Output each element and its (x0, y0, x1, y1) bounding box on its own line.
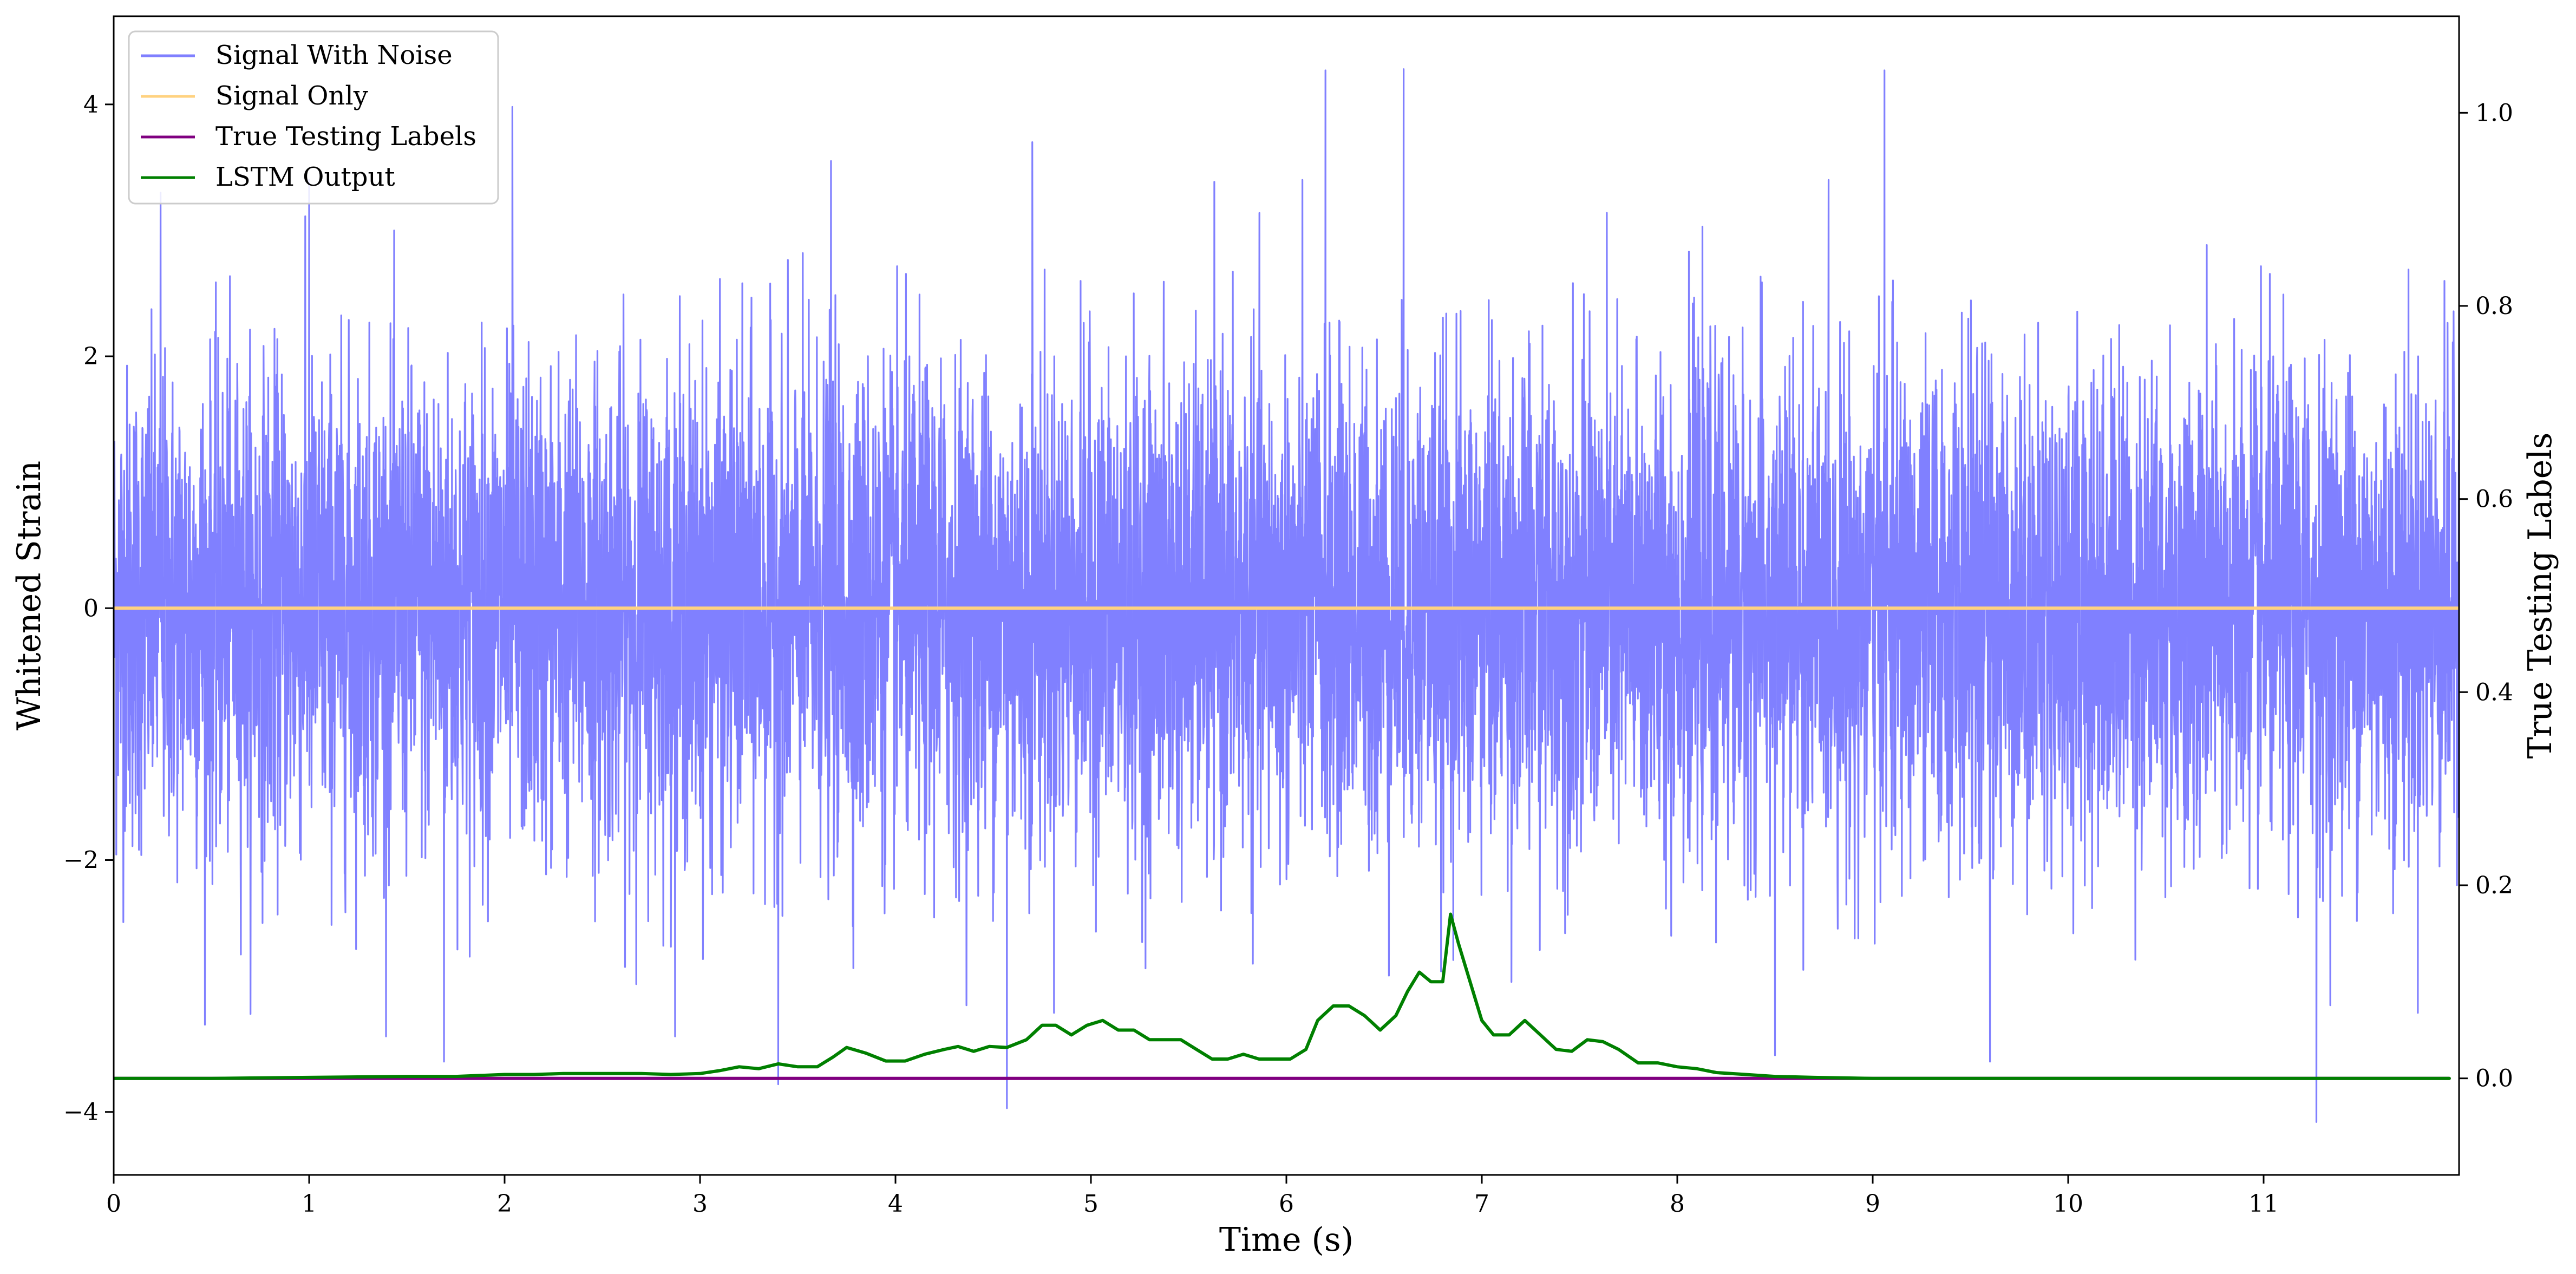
legend-label-signal-with-noise: Signal With Noise (215, 40, 453, 70)
y-tick-label: 4 (83, 91, 99, 119)
legend-label-lstm-output: LSTM Output (215, 162, 395, 192)
x-tick-label: 9 (1865, 1190, 1880, 1218)
y-tick-label: 2 (83, 343, 99, 370)
y-axis-label: Whitened Strain (10, 461, 48, 730)
y-tick-label: 0 (83, 594, 99, 622)
y-right-tick-label: 0.8 (2475, 292, 2513, 320)
y-right-tick-label: 0.6 (2475, 486, 2513, 513)
signal-with-noise-series (114, 68, 2459, 1123)
legend-label-signal-only: Signal Only (215, 81, 368, 111)
x-tick-label: 1 (302, 1190, 317, 1218)
y-right-tick-label: 0.4 (2475, 678, 2513, 706)
x-axis: 0 1 2 3 4 5 6 7 8 9 10 11 (106, 1175, 2279, 1218)
x-tick-label: 6 (1279, 1190, 1294, 1218)
legend: Signal With Noise Signal Only True Testi… (128, 30, 499, 205)
y-tick-label: −4 (63, 1099, 99, 1126)
y-right-tick-label: 0.0 (2475, 1065, 2513, 1093)
x-tick-label: 3 (692, 1190, 708, 1218)
y-axis-right-label: True Testing Labels (2521, 433, 2559, 759)
y-axis-right: 0.0 0.2 0.4 0.6 0.8 1.0 (2459, 99, 2513, 1093)
x-tick-label: 2 (497, 1190, 512, 1218)
x-tick-label: 10 (2053, 1190, 2083, 1218)
x-tick-label: 5 (1083, 1190, 1099, 1218)
legend-label-true-testing-labels: True Testing Labels (215, 121, 476, 152)
x-axis-label: Time (s) (1219, 1221, 1354, 1259)
x-tick-label: 0 (106, 1190, 121, 1218)
y-axis-left: −4 −2 0 2 4 (63, 91, 114, 1126)
y-right-tick-label: 0.2 (2475, 872, 2513, 899)
y-tick-label: −2 (63, 846, 99, 874)
x-tick-label: 8 (1670, 1190, 1685, 1218)
x-tick-label: 4 (888, 1190, 903, 1218)
x-tick-label: 7 (1474, 1190, 1489, 1218)
lstm-output-line (114, 912, 2451, 1080)
signal-with-noise-line (114, 68, 2459, 1123)
x-tick-label: 11 (2248, 1190, 2279, 1218)
y-right-tick-label: 1.0 (2475, 99, 2513, 127)
legend-box (128, 30, 499, 205)
